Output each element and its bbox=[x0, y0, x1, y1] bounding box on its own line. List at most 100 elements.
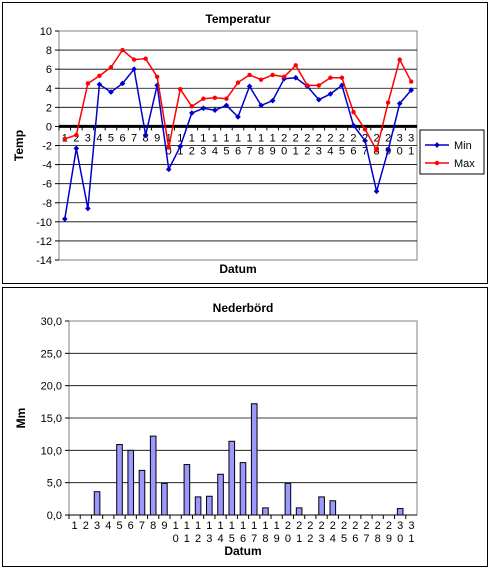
legend: Min Max bbox=[419, 129, 485, 175]
data-point-min bbox=[73, 145, 80, 152]
data-point-max bbox=[189, 104, 195, 109]
data-point-min bbox=[177, 143, 184, 150]
legend-marker bbox=[434, 142, 440, 148]
data-point-max bbox=[108, 65, 114, 70]
legend-marker bbox=[434, 160, 440, 166]
data-point-max bbox=[212, 95, 218, 100]
data-point-max bbox=[305, 83, 310, 88]
data-point-min bbox=[96, 81, 103, 88]
data-point-min bbox=[396, 100, 403, 107]
data-point-max bbox=[409, 79, 414, 84]
chart-title: Temperatur bbox=[205, 12, 270, 26]
bar bbox=[228, 440, 236, 516]
data-point-min bbox=[350, 122, 357, 129]
x-tick-label: 3 bbox=[94, 520, 100, 532]
y-tick-label: -12 bbox=[36, 236, 52, 248]
x-tick-label: 5 bbox=[116, 520, 122, 532]
x-axis-title: Datum bbox=[224, 544, 261, 558]
x-tick-label: 4 bbox=[96, 132, 102, 144]
y-tick-label: 0,0 bbox=[47, 510, 62, 522]
data-point-min bbox=[246, 83, 253, 90]
x-tick-label: 27 bbox=[362, 132, 368, 157]
data-point-max bbox=[154, 74, 160, 80]
bar bbox=[239, 462, 247, 516]
temperature-chart-panel: Temperatur1086420-2-4-6-8-10-12-14123456… bbox=[2, 2, 488, 284]
y-tick-label: 30,0 bbox=[41, 316, 62, 328]
data-point-min bbox=[258, 102, 264, 109]
x-tick-label: 8 bbox=[150, 520, 156, 532]
bar bbox=[127, 449, 135, 516]
y-tick-label: 15,0 bbox=[41, 413, 62, 425]
data-point-max bbox=[143, 56, 148, 61]
bar bbox=[318, 496, 325, 516]
data-point-min bbox=[108, 89, 114, 95]
data-point-max bbox=[235, 80, 241, 85]
y-tick-label: 25,0 bbox=[41, 348, 62, 360]
y-tick-label: -10 bbox=[36, 217, 52, 229]
data-point-min bbox=[408, 87, 415, 93]
bar bbox=[284, 482, 292, 516]
x-tick-label: 6 bbox=[128, 520, 134, 532]
y-tick-label: -6 bbox=[42, 179, 52, 191]
data-point-max bbox=[201, 96, 206, 101]
data-point-max bbox=[178, 87, 183, 92]
data-point-max bbox=[339, 75, 345, 80]
y-axis-title: Temp bbox=[12, 130, 26, 161]
bar bbox=[149, 435, 157, 516]
data-point-max bbox=[224, 96, 229, 101]
x-tick-label: 2 bbox=[83, 520, 89, 532]
x-tick-label: 3 bbox=[85, 132, 91, 144]
bar bbox=[262, 507, 269, 516]
data-point-max bbox=[281, 74, 287, 80]
y-tick-label: 2 bbox=[46, 102, 52, 114]
data-point-min bbox=[269, 97, 276, 104]
data-point-max bbox=[385, 100, 391, 105]
data-point-min bbox=[131, 66, 137, 72]
data-point-max bbox=[270, 72, 275, 78]
data-point-max bbox=[328, 75, 333, 80]
data-point-max bbox=[85, 81, 91, 86]
data-point-max bbox=[374, 148, 379, 153]
x-tick-label: 9 bbox=[161, 520, 167, 532]
y-tick-label: -4 bbox=[42, 160, 52, 172]
bar bbox=[206, 495, 213, 516]
chart-title: Nederbörd bbox=[213, 301, 274, 315]
data-point-min bbox=[200, 105, 207, 112]
data-point-min bbox=[188, 110, 195, 116]
data-point-max bbox=[62, 136, 67, 142]
data-point-max bbox=[97, 73, 102, 79]
bar bbox=[329, 500, 337, 516]
x-tick-label: 2 bbox=[73, 132, 79, 144]
data-point-max bbox=[397, 57, 402, 62]
